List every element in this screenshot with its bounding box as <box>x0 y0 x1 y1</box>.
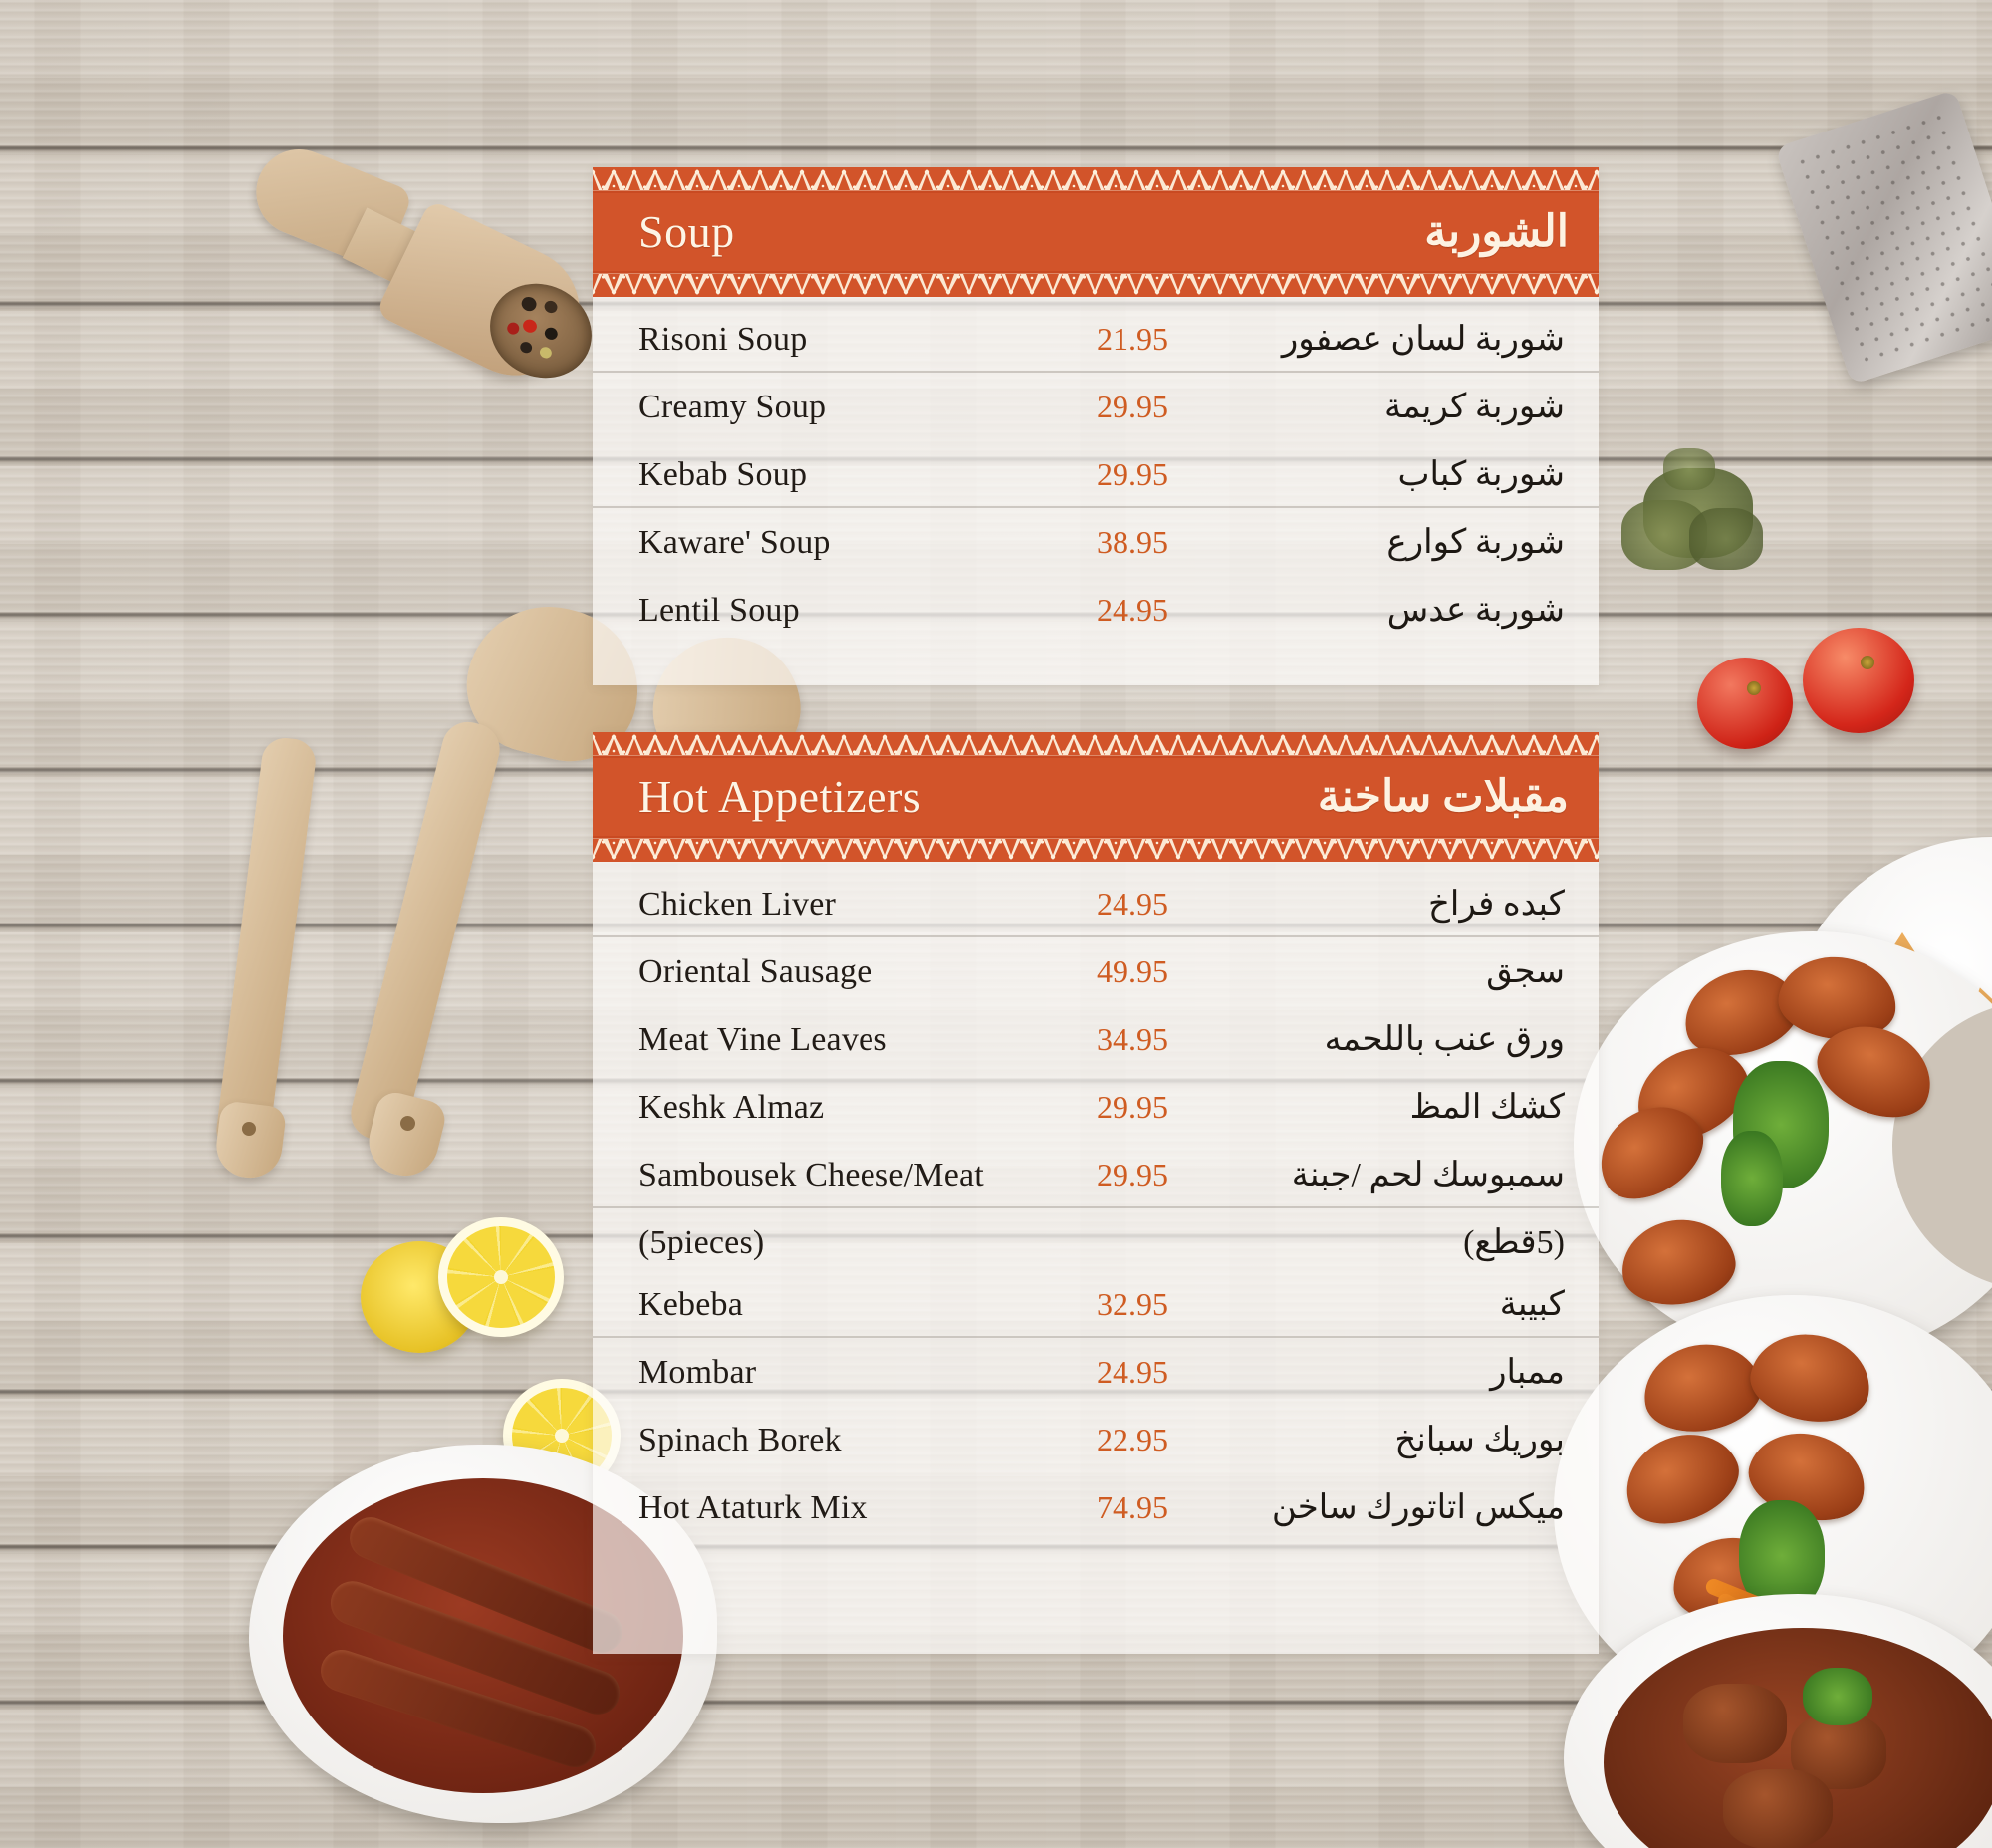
menu-row-continuation: (5pieces) (5قطع) <box>638 1214 1565 1276</box>
soup-section-header: Soup الشوربة <box>593 167 1599 297</box>
menu-row[interactable]: Hot Ataturk Mix 74.95 ميكس اتاتورك ساخن <box>638 1479 1565 1547</box>
menu-row[interactable]: Chicken Liver 24.95 كبده فراخ <box>593 876 1599 943</box>
item-name-ar: كبيبة <box>1499 1286 1565 1323</box>
item-price: 29.95 <box>1097 1157 1168 1192</box>
menu-row[interactable]: Oriental Sausage 49.95 سجق <box>638 943 1565 1011</box>
item-name-en: Kaware' Soup <box>638 524 831 561</box>
item-name-ar: سجق <box>1486 953 1565 990</box>
menu-row[interactable]: Keshk Almaz 29.95 كشك المظ <box>638 1079 1565 1147</box>
soup-section-panel: Soup الشوربة Risoni Soup 21.95 شوربة لسا… <box>593 167 1599 685</box>
soup-title-en: Soup <box>638 206 735 257</box>
item-name-en: (5pieces) <box>638 1224 765 1261</box>
menu-row[interactable]: Kaware' Soup 38.95 شوربة كوارع <box>638 514 1565 582</box>
item-price: 29.95 <box>1097 1089 1168 1125</box>
item-name-en: Sambousek Cheese/Meat <box>638 1157 984 1193</box>
item-name-ar: شوربة كباب <box>1397 456 1565 493</box>
item-name-ar: (5قطع) <box>1463 1224 1565 1261</box>
item-price: 29.95 <box>1097 456 1168 492</box>
item-price: 22.95 <box>1097 1422 1168 1457</box>
item-name-en: Oriental Sausage <box>638 953 872 990</box>
item-name-ar: سمبوسك لحم /جبنة <box>1291 1157 1565 1193</box>
menu-row[interactable]: Kebab Soup 29.95 شوربة كباب <box>593 446 1599 514</box>
item-price: 24.95 <box>1097 1354 1168 1390</box>
item-price: 49.95 <box>1097 953 1168 989</box>
item-name-ar: ميكس اتاتورك ساخن <box>1271 1489 1565 1526</box>
lace-ornament-icon <box>593 732 1599 758</box>
hot-appetizers-item-list: Chicken Liver 24.95 كبده فراخ Oriental S… <box>593 862 1599 1563</box>
item-name-ar: كشك المظ <box>1409 1089 1565 1126</box>
menu-row[interactable]: Sambousek Cheese/Meat 29.95 سمبوسك لحم /… <box>593 1147 1599 1214</box>
menu-row[interactable]: Meat Vine Leaves 34.95 ورق عنب باللحمه <box>638 1011 1565 1079</box>
item-name-ar: بوريك سبانخ <box>1394 1422 1565 1458</box>
menu-row[interactable]: Spinach Borek 22.95 بوريك سبانخ <box>638 1412 1565 1479</box>
menu-row[interactable]: Kebeba 32.95 كبيبة <box>593 1276 1599 1344</box>
item-name-en: Spinach Borek <box>638 1422 842 1458</box>
item-name-ar: شوربة لسان عصفور <box>1281 321 1565 358</box>
item-name-ar: ممبار <box>1490 1354 1565 1391</box>
item-name-en: Meat Vine Leaves <box>638 1021 887 1058</box>
item-price: 32.95 <box>1097 1286 1168 1322</box>
item-name-en: Kebeba <box>638 1286 744 1323</box>
item-price: 24.95 <box>1097 886 1168 922</box>
item-price: 38.95 <box>1097 524 1168 560</box>
item-name-en: Creamy Soup <box>638 389 827 425</box>
hot-appetizers-title-ar: مقبلات ساخنة <box>1317 771 1569 821</box>
item-name-en: Keshk Almaz <box>638 1089 825 1126</box>
lace-ornament-icon <box>593 836 1599 862</box>
menu-row[interactable]: Mombar 24.95 ممبار <box>638 1344 1565 1412</box>
hot-appetizers-section-header: Hot Appetizers مقبلات ساخنة <box>593 732 1599 862</box>
item-name-en: Mombar <box>638 1354 757 1391</box>
soup-item-list: Risoni Soup 21.95 شوربة لسان عصفور Cream… <box>593 297 1599 665</box>
item-name-en: Hot Ataturk Mix <box>638 1489 868 1526</box>
hot-appetizers-title-en: Hot Appetizers <box>638 771 922 822</box>
item-name-ar: شوربة عدس <box>1386 592 1565 629</box>
menu-row[interactable]: Creamy Soup 29.95 شوربة كريمة <box>638 379 1565 446</box>
lace-ornament-icon <box>593 167 1599 193</box>
item-price: 29.95 <box>1097 389 1168 424</box>
item-name-ar: شوربة كوارع <box>1386 524 1565 561</box>
item-price: 21.95 <box>1097 321 1168 357</box>
item-name-ar: كبده فراخ <box>1427 886 1565 923</box>
item-name-ar: ورق عنب باللحمه <box>1324 1021 1565 1058</box>
item-price: 74.95 <box>1097 1489 1168 1525</box>
item-name-en: Lentil Soup <box>638 592 800 629</box>
item-price: 24.95 <box>1097 592 1168 628</box>
item-name-en: Kebab Soup <box>638 456 808 493</box>
menu-row[interactable]: Risoni Soup 21.95 شوربة لسان عصفور <box>593 311 1599 379</box>
item-name-en: Chicken Liver <box>638 886 837 923</box>
hot-appetizers-section-panel: Hot Appetizers مقبلات ساخنة Chicken Live… <box>593 732 1599 1654</box>
item-name-ar: شوربة كريمة <box>1384 389 1565 425</box>
item-price: 34.95 <box>1097 1021 1168 1057</box>
item-name-en: Risoni Soup <box>638 321 808 358</box>
soup-title-ar: الشوربة <box>1424 206 1569 256</box>
menu-row[interactable]: Lentil Soup 24.95 شوربة عدس <box>638 582 1565 650</box>
lace-ornament-icon <box>593 271 1599 297</box>
